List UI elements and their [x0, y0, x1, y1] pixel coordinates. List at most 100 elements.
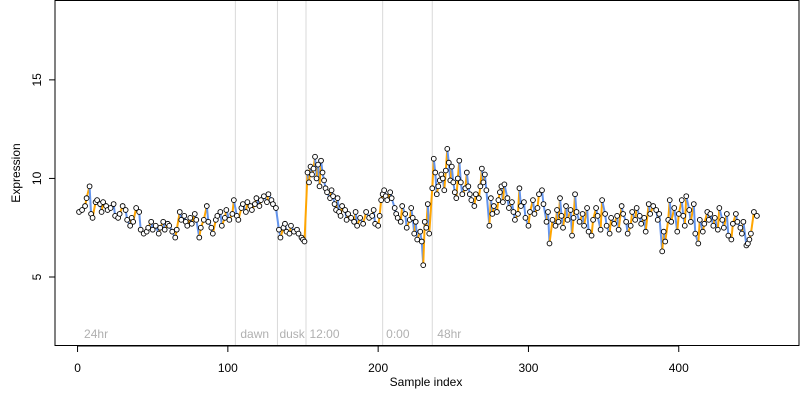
data-point: [161, 226, 168, 233]
data-point: [611, 220, 617, 227]
x-tick-label: 300: [518, 361, 538, 375]
data-point: [654, 216, 661, 223]
data-point: [448, 163, 455, 170]
data-point: [345, 211, 351, 217]
data-point: [391, 205, 398, 211]
data-point: [597, 226, 604, 233]
data-point: [501, 181, 508, 188]
data-point: [193, 216, 200, 223]
data-point: [564, 216, 571, 223]
data-point: [378, 197, 385, 203]
data-point: [522, 215, 529, 221]
data-point: [543, 218, 550, 225]
data-point: [701, 220, 708, 227]
data-point: [495, 197, 502, 203]
data-point: [588, 232, 595, 239]
series-segment: [644, 203, 650, 233]
event-annotation: dawn: [240, 327, 269, 341]
data-point: [531, 211, 538, 217]
data-point: [570, 215, 577, 221]
data-point: [659, 248, 666, 255]
data-point: [472, 191, 479, 198]
data-point: [89, 215, 96, 221]
data-point: [137, 226, 144, 233]
data-point: [411, 230, 418, 237]
x-tick-label: 400: [669, 361, 689, 375]
data-point: [675, 211, 682, 217]
data-point: [306, 179, 312, 186]
data-point: [426, 230, 433, 237]
series-segment: [697, 218, 701, 245]
data-point: [629, 209, 636, 215]
data-point: [489, 211, 496, 217]
data-point: [319, 169, 326, 176]
event-annotation: 12:00: [310, 327, 340, 341]
data-point: [608, 215, 614, 221]
data-point: [623, 218, 630, 225]
data-point: [442, 167, 449, 174]
data-point: [638, 220, 645, 227]
data-point: [734, 218, 741, 225]
data-point: [705, 216, 712, 223]
data-point: [471, 203, 478, 209]
data-point: [686, 207, 693, 213]
series-segment: [683, 195, 688, 227]
data-point: [188, 220, 195, 227]
y-axis-title: Expression: [9, 143, 23, 202]
event-annotation: 48hr: [437, 327, 461, 341]
data-point: [334, 195, 341, 201]
data-point: [599, 197, 605, 203]
series-segment: [692, 203, 697, 235]
data-point: [683, 193, 690, 200]
data-point: [714, 226, 721, 233]
data-point: [187, 215, 194, 221]
data-point: [536, 191, 542, 198]
data-point: [205, 218, 212, 225]
data-point: [387, 189, 394, 196]
data-point: [632, 216, 639, 223]
data-point: [506, 205, 512, 211]
data-point: [627, 222, 634, 229]
series-segment: [668, 199, 673, 223]
data-point: [231, 197, 237, 203]
data-point: [100, 199, 106, 205]
data-point: [666, 197, 673, 203]
data-point: [122, 207, 129, 213]
data-point: [316, 183, 323, 190]
data-point: [309, 171, 315, 178]
data-point: [430, 155, 437, 162]
data-point: [554, 207, 560, 213]
data-point: [555, 218, 562, 225]
data-point: [169, 228, 176, 235]
data-point: [510, 209, 517, 215]
data-point: [173, 226, 180, 233]
data-point: [397, 218, 404, 225]
data-point: [273, 205, 279, 211]
data-point: [197, 224, 204, 231]
data-point: [152, 222, 159, 229]
data-point: [348, 215, 354, 221]
data-point: [421, 218, 428, 225]
data-point: [515, 211, 521, 217]
data-point: [249, 207, 255, 213]
data-point: [403, 224, 410, 231]
data-point: [603, 222, 610, 229]
data-point: [181, 213, 188, 219]
series-segment: [455, 177, 459, 200]
data-point: [463, 169, 470, 176]
data-point: [321, 177, 327, 184]
data-point: [539, 187, 545, 194]
data-point: [695, 240, 702, 247]
data-point: [301, 238, 308, 245]
plot-frame: [54, 0, 800, 346]
event-annotation: 24hr: [84, 327, 108, 341]
data-point: [530, 197, 536, 203]
data-point: [82, 203, 88, 209]
event-annotation: dusk: [279, 327, 305, 341]
data-point: [454, 175, 461, 182]
y-axis: 5 10 15: [30, 73, 56, 280]
data-point: [725, 232, 732, 239]
data-point: [414, 236, 421, 243]
data-point: [243, 209, 249, 215]
